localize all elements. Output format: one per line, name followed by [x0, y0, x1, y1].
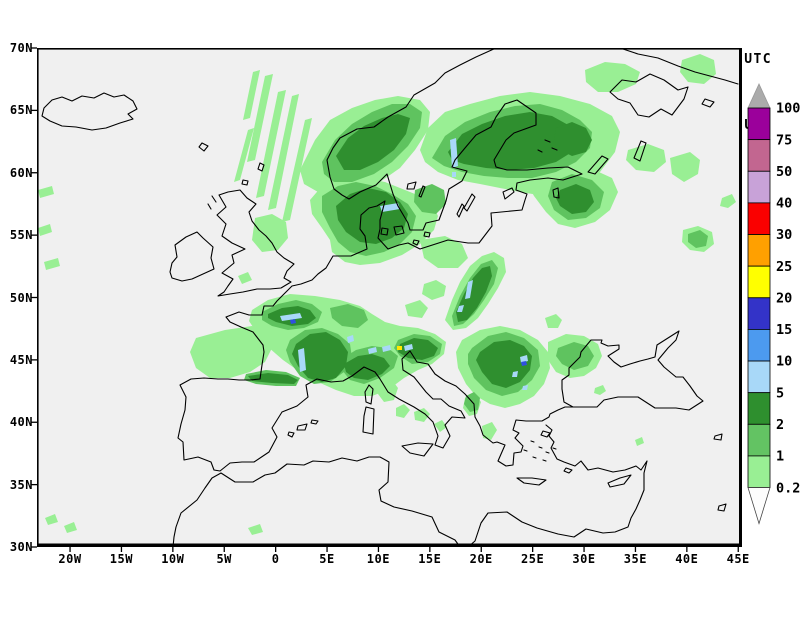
lat-label-65N: 65N — [9, 103, 33, 118]
coast-white-sea — [609, 73, 689, 118]
colorbar-segment-2 — [747, 170, 771, 204]
precip-area-lightblue — [280, 138, 528, 390]
coast-iceland — [41, 92, 138, 131]
colorbar: 100 75 50 40 30 25 20 15 10 5 2 1 0.2 — [747, 83, 800, 525]
colorbar-label-50: 50 — [776, 164, 792, 180]
colorbar-segment-1 — [747, 139, 771, 172]
lon-label-15W: 15W — [109, 552, 133, 566]
coast-bornholm — [423, 231, 431, 238]
colorbar-label-1: 1 — [776, 449, 784, 465]
lake-ladoga — [587, 155, 609, 175]
coast-continent — [177, 48, 704, 472]
colorbar-segment-4 — [747, 234, 771, 267]
coast-mallorca — [296, 423, 308, 431]
coast-shetland — [257, 162, 265, 172]
coast-sicily — [401, 442, 434, 457]
colorbar-segment-8 — [747, 360, 771, 394]
coast-gotland — [463, 193, 476, 212]
coast-kanin — [701, 98, 715, 108]
lake-peipus — [552, 187, 560, 199]
precip-area-blue — [290, 319, 527, 366]
colorbar-segment-7 — [747, 329, 771, 362]
lon-label-20E: 20E — [469, 552, 493, 566]
coast-funen — [380, 227, 389, 236]
lon-label-5E: 5E — [319, 552, 335, 566]
lake-onega — [633, 140, 647, 162]
lake-vattern — [418, 185, 426, 198]
coast-saaremaa — [502, 187, 515, 200]
colorbar-label-0.2: 0.2 — [776, 480, 800, 496]
lake-van — [713, 433, 723, 441]
colorbar-segment-6 — [747, 297, 771, 330]
coast-ireland — [169, 231, 215, 282]
lake-vanern — [406, 181, 417, 190]
lat-label-35N: 35N — [9, 477, 33, 492]
colorbar-segment-0 — [747, 107, 771, 141]
coast-anatolia-levant — [467, 424, 648, 547]
coast-faroe — [198, 142, 209, 152]
map-frame — [37, 48, 742, 547]
coast-cyprus — [607, 474, 632, 488]
colorbar-label-75: 75 — [776, 132, 792, 148]
lon-label-35E: 35E — [623, 552, 647, 566]
colorbar-segment-10 — [747, 423, 771, 457]
lat-label-40N: 40N — [9, 415, 33, 430]
lat-label-30N: 30N — [9, 540, 33, 554]
axis-ticks — [31, 47, 739, 552]
coast-rhodes — [563, 467, 573, 474]
colorbar-label-25: 25 — [776, 259, 792, 275]
lon-label-15E: 15E — [418, 552, 442, 566]
coast-north-africa — [172, 456, 461, 547]
colorbar-label-30: 30 — [776, 227, 792, 243]
precip-area-yellow — [397, 346, 402, 350]
colorbar-label-40: 40 — [776, 196, 792, 212]
coast-menorca — [310, 419, 319, 425]
coast-rugen — [412, 239, 420, 246]
lat-label-70N: 70N — [9, 41, 33, 55]
lon-label-5W: 5W — [216, 552, 232, 566]
coast-zealand — [393, 225, 405, 236]
colorbar-segment-3 — [747, 202, 771, 235]
colorbar-segment-9 — [747, 392, 771, 425]
lon-label-0: 0 — [271, 552, 280, 566]
lon-label-25E: 25E — [521, 552, 545, 566]
finnish-lakes — [537, 139, 558, 153]
coastlines — [41, 48, 739, 547]
coast-kola — [619, 48, 739, 85]
coast-lesbos — [540, 430, 551, 438]
colorbar-label-5: 5 — [776, 385, 784, 401]
colorbar-label-2: 2 — [776, 417, 784, 433]
lon-label-40E: 40E — [675, 552, 699, 566]
lat-label-45N: 45N — [9, 352, 33, 367]
colorbar-label-20: 20 — [776, 290, 792, 306]
precip-area-dark — [248, 112, 594, 388]
lake-tharthar — [717, 503, 727, 512]
lat-label-60N: 60N — [9, 165, 33, 180]
lon-label-10W: 10W — [161, 552, 185, 566]
coast-corsica — [364, 384, 374, 405]
lat-label-55N: 55N — [9, 228, 33, 243]
coast-hebrides — [207, 195, 217, 210]
coast-crete — [516, 477, 547, 486]
lat-label-50N: 50N — [9, 290, 33, 305]
colorbar-segment-5 — [747, 265, 771, 299]
coast-britain — [216, 189, 295, 297]
coast-oland — [456, 203, 465, 218]
coast-ibiza — [287, 431, 295, 438]
aegean-islands — [523, 440, 557, 462]
lon-label-30E: 30E — [572, 552, 596, 566]
colorbar-label-15: 15 — [776, 322, 792, 338]
coast-orkney — [241, 179, 249, 186]
lon-label-10E: 10E — [366, 552, 390, 566]
colorbar-segment-11 — [747, 455, 771, 488]
coast-sardinia — [362, 406, 375, 435]
lon-label-20W: 20W — [58, 552, 82, 566]
colorbar-label-100: 100 — [776, 101, 800, 117]
lon-label-45E: 45E — [726, 552, 750, 566]
colorbar-label-10: 10 — [776, 354, 792, 370]
